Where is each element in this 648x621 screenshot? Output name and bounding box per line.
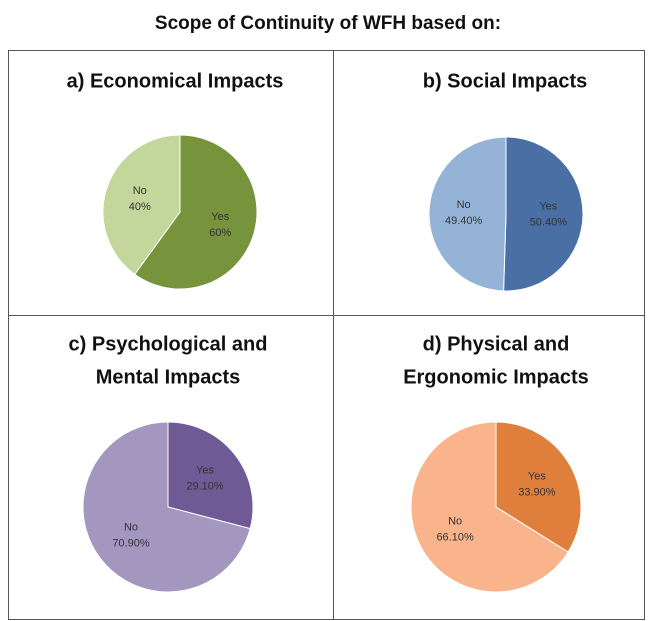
pie-slice (503, 136, 584, 292)
chart-title: c) Psychological and (69, 333, 268, 355)
slice-value: 70.90% (112, 537, 150, 549)
chart-title: d) Physical and (423, 333, 570, 355)
slice-value: 49.40% (445, 215, 483, 227)
figure-title: Scope of Continuity of WFH based on: (155, 13, 501, 34)
pie-slice (82, 421, 251, 593)
slice-value: 66.10% (436, 532, 474, 544)
slice-category: No (457, 199, 471, 211)
slice-category: Yes (211, 211, 229, 223)
slice-category: No (124, 521, 138, 533)
chart-title: b) Social Impacts (423, 70, 588, 92)
chart-title: Mental Impacts (96, 366, 240, 388)
chart-title: Ergonomic Impacts (403, 366, 589, 388)
slice-category: Yes (528, 470, 546, 482)
slice-category: No (448, 516, 462, 528)
pie-slice (428, 136, 507, 292)
slice-value: 40% (129, 201, 151, 213)
slice-value: 29.10% (186, 480, 224, 492)
pie-slice (410, 421, 569, 593)
frame (8, 50, 645, 620)
slice-category: Yes (539, 201, 557, 213)
pie-slice (134, 134, 258, 290)
pie-slice (167, 421, 254, 530)
slice-value: 33.90% (518, 486, 556, 498)
slice-value: 60% (209, 227, 231, 239)
pie-slice (495, 421, 582, 553)
slice-category: No (133, 185, 147, 197)
slice-category: Yes (196, 464, 214, 476)
chart-title: a) Economical Impacts (67, 70, 284, 92)
slice-value: 50.40% (530, 217, 568, 229)
pie-slice (102, 134, 181, 275)
